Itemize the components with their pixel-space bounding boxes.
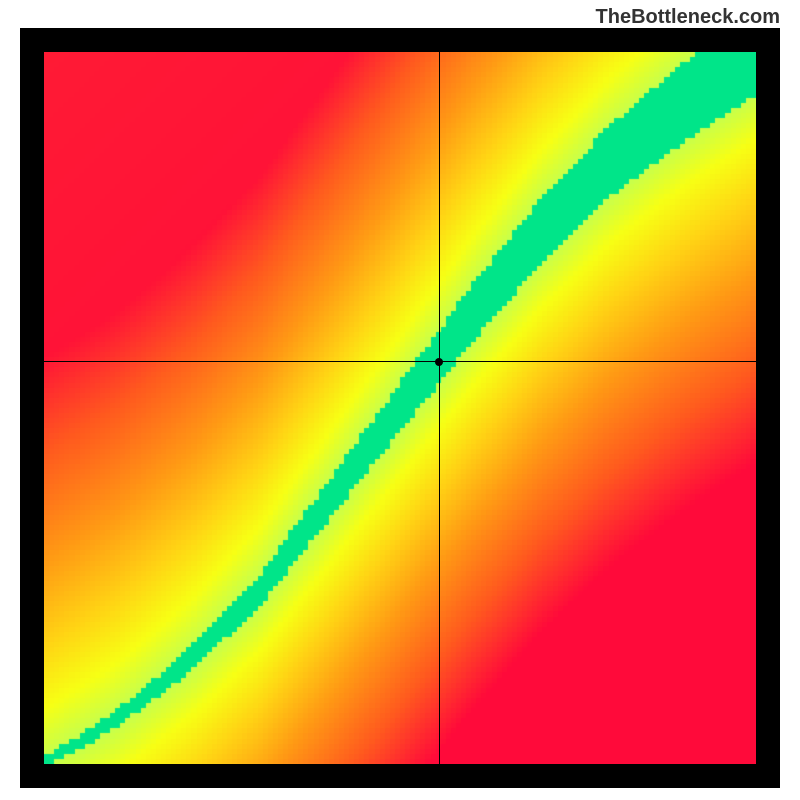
crosshair-marker	[435, 358, 443, 366]
watermark-text: TheBottleneck.com	[596, 6, 780, 29]
crosshair-vertical	[439, 52, 440, 764]
plot-frame	[20, 28, 780, 788]
crosshair-horizontal	[44, 361, 756, 362]
heatmap-canvas	[44, 52, 756, 764]
chart-container: TheBottleneck.com	[0, 0, 800, 800]
